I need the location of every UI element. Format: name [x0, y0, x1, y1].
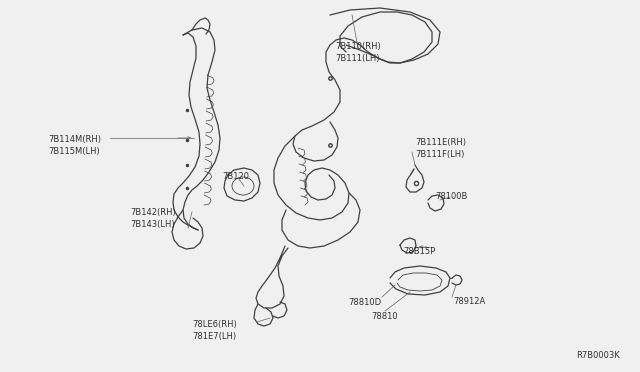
- Text: 78912A: 78912A: [453, 297, 485, 306]
- Text: 78B15P: 78B15P: [403, 247, 435, 256]
- Text: 7B115M(LH): 7B115M(LH): [48, 147, 100, 156]
- Text: 78810D: 78810D: [348, 298, 381, 307]
- Text: 7B142(RH): 7B142(RH): [130, 208, 176, 217]
- Text: 7B120: 7B120: [222, 172, 249, 181]
- Text: 78810: 78810: [371, 312, 397, 321]
- Text: 7B114M(RH): 7B114M(RH): [48, 135, 101, 144]
- Text: 7B111(LH): 7B111(LH): [335, 54, 380, 63]
- Text: 7B111E(RH): 7B111E(RH): [415, 138, 466, 147]
- Text: 781E7(LH): 781E7(LH): [192, 332, 236, 341]
- Text: 7B143(LH): 7B143(LH): [130, 220, 175, 229]
- Text: 7B110(RH): 7B110(RH): [335, 42, 381, 51]
- Text: R7B0003K: R7B0003K: [576, 351, 620, 360]
- Text: 78100B: 78100B: [435, 192, 467, 201]
- Text: 7B111F(LH): 7B111F(LH): [415, 150, 465, 159]
- Text: 78LE6(RH): 78LE6(RH): [192, 320, 237, 329]
